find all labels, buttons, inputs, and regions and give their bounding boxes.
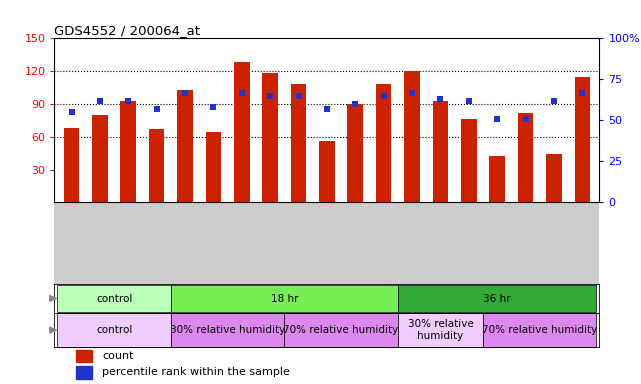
Bar bbox=[291, 84, 306, 202]
Bar bbox=[262, 73, 278, 202]
Bar bbox=[319, 141, 335, 202]
Point bbox=[435, 96, 445, 102]
Bar bbox=[149, 129, 165, 202]
Bar bbox=[171, 313, 285, 347]
Bar bbox=[177, 90, 193, 202]
Bar bbox=[574, 77, 590, 202]
Bar bbox=[546, 154, 562, 202]
Point bbox=[294, 93, 304, 99]
Bar bbox=[461, 119, 477, 202]
Bar bbox=[433, 101, 448, 202]
Text: 70% relative humidity: 70% relative humidity bbox=[482, 325, 597, 335]
Text: control: control bbox=[96, 325, 132, 335]
Bar bbox=[171, 285, 398, 312]
Point bbox=[350, 101, 360, 107]
Text: control: control bbox=[96, 293, 132, 303]
Point bbox=[95, 98, 105, 104]
Bar bbox=[518, 113, 533, 202]
Text: 30% relative humidity: 30% relative humidity bbox=[170, 325, 285, 335]
Point bbox=[237, 89, 247, 96]
Bar bbox=[63, 128, 79, 202]
Bar bbox=[347, 104, 363, 202]
Point bbox=[123, 98, 133, 104]
Bar bbox=[398, 285, 597, 312]
Bar bbox=[234, 63, 249, 202]
Bar bbox=[76, 366, 92, 379]
Text: 30% relative
humidity: 30% relative humidity bbox=[408, 319, 473, 341]
Point bbox=[180, 89, 190, 96]
Point bbox=[549, 98, 559, 104]
Point bbox=[379, 93, 389, 99]
Text: 36 hr: 36 hr bbox=[483, 293, 511, 303]
Text: GDS4552 / 200064_at: GDS4552 / 200064_at bbox=[54, 24, 201, 37]
Bar bbox=[57, 313, 171, 347]
Text: 18 hr: 18 hr bbox=[271, 293, 298, 303]
Point bbox=[67, 109, 77, 115]
Bar bbox=[206, 132, 221, 202]
Text: 70% relative humidity: 70% relative humidity bbox=[283, 325, 399, 335]
Point bbox=[577, 89, 587, 96]
Text: percentile rank within the sample: percentile rank within the sample bbox=[103, 367, 290, 377]
Bar bbox=[489, 156, 505, 202]
Bar bbox=[398, 313, 483, 347]
Point bbox=[407, 89, 417, 96]
Point bbox=[151, 106, 162, 112]
Bar bbox=[92, 115, 108, 202]
Bar bbox=[121, 101, 136, 202]
Point bbox=[265, 93, 275, 99]
Bar bbox=[483, 313, 597, 347]
Text: count: count bbox=[103, 351, 134, 361]
Point bbox=[208, 104, 219, 110]
Point bbox=[492, 116, 503, 122]
Bar bbox=[404, 71, 420, 202]
Point bbox=[463, 98, 474, 104]
Bar bbox=[285, 313, 398, 347]
Bar bbox=[376, 84, 392, 202]
Point bbox=[322, 106, 332, 112]
Bar bbox=[76, 350, 92, 362]
Point bbox=[520, 116, 531, 122]
Bar bbox=[57, 285, 171, 312]
